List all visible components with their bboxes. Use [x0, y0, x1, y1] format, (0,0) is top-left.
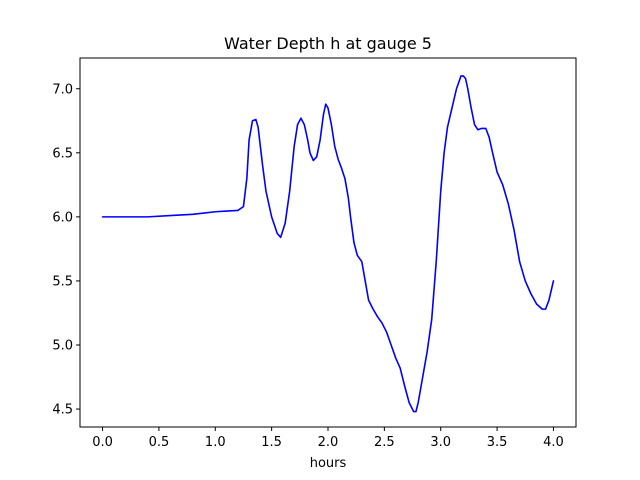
x-tick-label: 2.0: [318, 435, 339, 450]
x-tick-label: 4.0: [543, 435, 564, 450]
y-tick-label: 7.0: [52, 82, 73, 97]
plot-content: 0.0 0.5 1.0 1.5 2.0 2.5 3.0 3.5 4.0 4.5 5.0 5.5 6.0 6…: [52, 57, 577, 450]
y-tick-label: 4.5: [52, 403, 73, 418]
x-tick-label: 2.5: [374, 435, 395, 450]
x-tick-label: 1.0: [205, 435, 226, 450]
x-tick-label: 1.5: [261, 435, 282, 450]
y-tick-label: 6.0: [52, 210, 73, 225]
x-tick-label: 0.0: [92, 435, 113, 450]
x-tick-label: 3.5: [487, 435, 508, 450]
x-tick-label: 3.0: [430, 435, 451, 450]
y-tick-label: 5.0: [52, 339, 73, 354]
x-axis-label: hours: [310, 456, 347, 471]
chart-title: Water Depth h at gauge 5: [224, 34, 432, 53]
x-tick-label: 0.5: [149, 435, 170, 450]
series-line-0: [101, 75, 555, 413]
y-tick-label: 6.5: [52, 146, 73, 161]
axes-frame: [79, 57, 577, 428]
y-tick-label: 5.5: [52, 274, 73, 289]
